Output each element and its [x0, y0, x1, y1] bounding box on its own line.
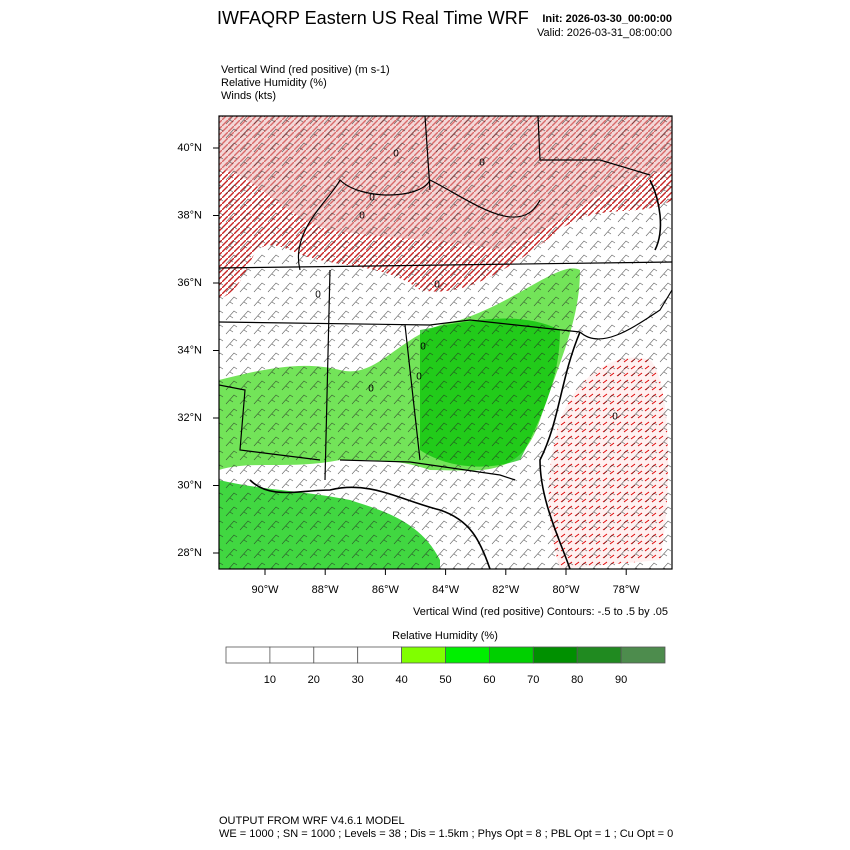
colorbar-box — [488, 646, 534, 664]
contour-label: 0 — [368, 384, 374, 395]
lat-tick-label: 36°N — [177, 277, 202, 289]
field-label: Relative Humidity (%) — [221, 77, 327, 89]
colorbar-label: 20 — [308, 674, 320, 686]
colorbar-label: 10 — [264, 674, 276, 686]
contour-label: 0 — [479, 158, 485, 169]
colorbar-box — [576, 646, 622, 664]
lat-tick-label: 32°N — [177, 412, 202, 424]
lon-tick-label: 90°W — [251, 584, 279, 596]
contour-label: 0 — [393, 149, 399, 160]
contour-label: 0 — [369, 193, 375, 204]
colorbar-label: 80 — [571, 674, 583, 686]
footer-line: OUTPUT FROM WRF V4.6.1 MODEL — [219, 815, 405, 827]
lon-tick-label: 86°W — [372, 584, 400, 596]
lat-tick-label: 28°N — [177, 547, 202, 559]
lat-tick-label: 38°N — [177, 209, 202, 221]
contour-note: Vertical Wind (red positive) Contours: -… — [413, 606, 668, 618]
colorbar-label: 60 — [483, 674, 495, 686]
colorbar-label: 30 — [352, 674, 364, 686]
lat-tick-label: 40°N — [177, 142, 202, 154]
colorbar-label: 70 — [527, 674, 539, 686]
valid-time: Valid: 2026-03-31_08:00:00 — [537, 27, 672, 39]
lon-tick-label: 82°W — [492, 584, 520, 596]
contour-label: 0 — [359, 211, 365, 222]
field-label: Vertical Wind (red positive) (m s-1) — [221, 64, 390, 76]
lon-tick-label: 80°W — [552, 584, 580, 596]
colorbar-box — [532, 646, 578, 664]
colorbar-box — [357, 646, 403, 664]
field-label: Winds (kts) — [221, 90, 276, 102]
footer-line: WE = 1000 ; SN = 1000 ; Levels = 38 ; Di… — [219, 828, 673, 840]
colorbar-label: 90 — [615, 674, 627, 686]
title: IWFAQRP Eastern US Real Time WRF — [217, 8, 529, 28]
contour-label: 0 — [315, 290, 321, 301]
colorbar-label: 40 — [395, 674, 407, 686]
contour-label: 0 — [420, 342, 426, 353]
contour-label: 0 — [434, 280, 440, 291]
init-time: Init: 2026-03-30_00:00:00 — [542, 13, 672, 25]
colorbar-box — [269, 646, 315, 664]
colorbar-title: Relative Humidity (%) — [392, 630, 498, 642]
lat-tick-label: 34°N — [177, 344, 202, 356]
contour-label: 0 — [612, 412, 618, 423]
lon-tick-label: 84°W — [432, 584, 460, 596]
colorbar-box — [401, 646, 446, 664]
colorbar-box — [313, 646, 359, 664]
lon-tick-label: 88°W — [312, 584, 340, 596]
colorbar-box — [620, 646, 666, 664]
lat-tick-label: 30°N — [177, 479, 202, 491]
colorbar-label: 50 — [439, 674, 451, 686]
colorbar-box — [445, 646, 490, 664]
lon-tick-label: 78°W — [613, 584, 641, 596]
colorbar-box — [225, 646, 271, 664]
contour-label: 0 — [416, 372, 422, 383]
